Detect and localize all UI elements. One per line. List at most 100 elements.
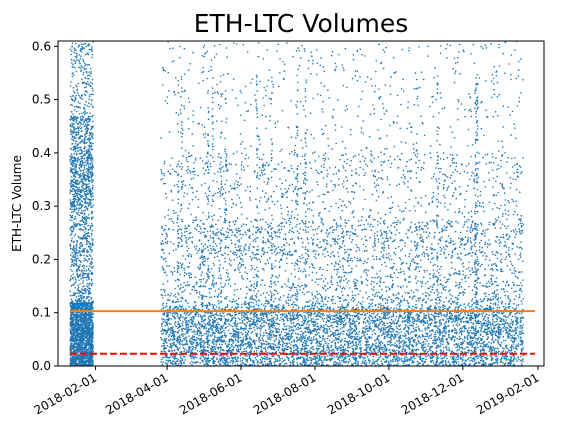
data-point [77, 46, 80, 48]
data-point [372, 294, 374, 296]
data-point [364, 321, 367, 324]
data-point [83, 314, 85, 316]
data-point [456, 325, 459, 327]
data-point [336, 273, 338, 276]
data-point [303, 50, 306, 52]
data-point [248, 249, 250, 252]
data-point [76, 201, 79, 203]
data-point [462, 270, 464, 272]
data-point [78, 137, 80, 140]
data-point [74, 354, 76, 357]
data-point [365, 291, 367, 294]
data-point [79, 67, 82, 69]
data-point [471, 255, 473, 257]
data-point [449, 126, 452, 128]
data-point [399, 337, 402, 339]
data-point [90, 356, 92, 358]
data-point [242, 223, 245, 225]
data-point [79, 332, 81, 334]
data-point [73, 193, 76, 196]
data-point [78, 127, 80, 129]
data-point [80, 155, 82, 158]
data-point [235, 180, 237, 182]
data-point [359, 48, 362, 50]
data-point [91, 225, 94, 227]
data-point [79, 174, 81, 177]
data-point [72, 146, 75, 148]
data-point [258, 308, 261, 310]
data-point [225, 47, 228, 49]
data-point [410, 131, 413, 133]
data-point [303, 350, 306, 353]
data-point [90, 232, 93, 235]
data-point [341, 126, 343, 128]
data-point [79, 135, 81, 138]
data-point [383, 347, 386, 350]
data-point [505, 172, 508, 174]
data-point [91, 206, 93, 208]
data-point [70, 216, 72, 219]
data-point [239, 312, 241, 314]
data-point [415, 303, 417, 306]
data-point [86, 334, 89, 337]
data-point [92, 106, 94, 109]
data-point [394, 234, 397, 236]
data-point [90, 135, 93, 137]
data-point [497, 293, 499, 295]
data-point [187, 266, 189, 269]
data-point [72, 333, 75, 336]
data-point [407, 106, 409, 109]
data-point [286, 254, 289, 256]
data-point [216, 255, 219, 258]
data-point [87, 301, 90, 304]
data-point [85, 178, 88, 180]
data-point [92, 114, 94, 117]
data-point [83, 47, 86, 50]
data-point [75, 259, 78, 262]
data-point [349, 234, 351, 237]
data-point [215, 344, 218, 346]
data-point [78, 279, 80, 282]
data-point [87, 128, 90, 130]
data-point [76, 158, 79, 160]
data-point [312, 137, 315, 140]
data-point [79, 307, 82, 309]
data-point [89, 204, 92, 207]
data-point [88, 278, 90, 281]
data-point [226, 304, 229, 306]
data-point [408, 255, 411, 258]
data-point [87, 275, 90, 277]
data-point [80, 350, 83, 352]
data-point [72, 95, 75, 97]
data-point [507, 316, 509, 319]
data-point [91, 56, 93, 59]
data-point [72, 324, 74, 326]
data-point [75, 263, 78, 265]
data-point [370, 223, 372, 226]
data-point [319, 294, 322, 296]
data-point [178, 279, 180, 281]
data-point [81, 98, 83, 100]
data-point [73, 328, 76, 331]
data-point [473, 187, 475, 190]
data-point [84, 53, 87, 56]
data-point [377, 351, 379, 354]
data-point [77, 146, 79, 149]
data-point [84, 231, 86, 233]
data-point [504, 199, 507, 201]
data-point [202, 245, 205, 248]
data-point [399, 299, 402, 302]
data-point [395, 268, 398, 271]
data-point [303, 197, 306, 199]
data-point [515, 295, 517, 297]
data-point [89, 262, 92, 265]
data-point [74, 109, 76, 111]
data-point [75, 172, 78, 175]
data-point [70, 111, 73, 113]
data-point [87, 187, 90, 189]
data-point [471, 221, 474, 224]
data-point [360, 131, 363, 133]
data-point [86, 297, 88, 300]
data-point [250, 268, 252, 271]
data-point [438, 306, 440, 308]
